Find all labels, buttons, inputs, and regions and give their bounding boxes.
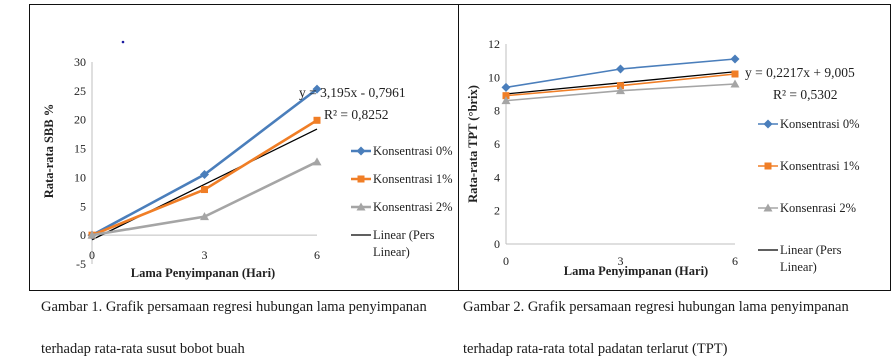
stray-dot xyxy=(121,40,125,44)
legend-marker xyxy=(356,202,366,211)
legend-label-trendline-line1: Linear (Pers xyxy=(373,228,435,242)
legend-label: Konsentrasi 2% xyxy=(373,200,453,214)
y-tick-label: 8 xyxy=(494,104,500,118)
y-tick-label: 15 xyxy=(74,142,86,156)
legend-label-trendline-line2: Linear) xyxy=(373,245,410,259)
legend-label: Konsenrasi 2% xyxy=(780,201,856,215)
legend-marker xyxy=(763,119,773,129)
x-axis-title: Lama Penyimpanan (Hari) xyxy=(131,266,275,280)
chart-2-tpt: 0 2 4 6 8 10 12 0 3 6 Lama Penyimpanan (Hari) Rata-… xyxy=(466,37,860,278)
data-point xyxy=(87,230,97,239)
figure-frame xyxy=(29,4,891,291)
figure-divider xyxy=(458,4,459,291)
regression-equation: y = 0,2217x + 9,005 xyxy=(745,65,855,80)
y-axis-title: Rata-rata TPT (°brix) xyxy=(466,85,480,203)
legend-marker xyxy=(357,175,365,183)
data-point xyxy=(312,84,322,94)
y-tick-label: 30 xyxy=(74,55,86,69)
x-tick-label: 3 xyxy=(618,254,624,268)
x-tick-label: 0 xyxy=(503,254,509,268)
y-tick-label: 2 xyxy=(494,204,500,218)
y-tick-label: 5 xyxy=(80,199,86,213)
legend-label: Konsentrasi 0% xyxy=(780,117,860,131)
data-point xyxy=(731,70,739,78)
data-point xyxy=(313,116,321,124)
y-tick-label: 0 xyxy=(80,228,86,242)
x-tick-label: 6 xyxy=(314,248,320,262)
caption-fig2-line1: Gambar 2. Grafik persamaan regresi hubun… xyxy=(463,299,849,315)
y-tick-label: -5 xyxy=(76,257,86,271)
y-tick-label: 10 xyxy=(488,70,500,84)
y-axis-title: Rata-rata SBB % xyxy=(42,104,56,198)
y-tick-label: 12 xyxy=(488,37,500,51)
legend-label-trendline-line1: Linear (Pers xyxy=(780,243,842,257)
data-point xyxy=(616,64,625,74)
caption-fig2-line2: terhadap rata-rata total padatan terlaru… xyxy=(463,341,728,357)
caption-fig1-line2: terhadap rata-rata susut bobot buah xyxy=(41,341,245,357)
caption-fig1-line1: Gambar 1. Grafik persamaan regresi hubun… xyxy=(41,299,427,315)
data-point xyxy=(200,170,209,180)
trendline-linear xyxy=(91,128,318,241)
data-point xyxy=(616,86,625,95)
regression-equation: y = 3,195x - 0,7961 xyxy=(299,85,406,100)
y-tick-label: 6 xyxy=(494,137,500,151)
data-point xyxy=(201,186,208,194)
legend-label-trendline-line2: Linear) xyxy=(780,260,817,274)
y-tick-label: 25 xyxy=(74,84,86,98)
data-point xyxy=(730,79,740,88)
data-point xyxy=(730,54,740,64)
legend-marker xyxy=(763,203,773,212)
legend-label: Konsentrasi 1% xyxy=(373,172,453,186)
y-tick-label: 4 xyxy=(494,170,500,184)
x-axis-title: Lama Penyimpanan (Hari) xyxy=(564,264,708,278)
x-tick-label: 6 xyxy=(732,254,738,268)
data-point xyxy=(501,82,511,92)
legend-marker xyxy=(356,146,366,156)
legend-label: Konsentrasi 0% xyxy=(373,144,453,158)
y-tick-label: 10 xyxy=(74,170,86,184)
data-point xyxy=(502,92,510,100)
legend-marker xyxy=(764,162,772,170)
r-squared-label: R² = 0,8252 xyxy=(324,107,389,122)
r-squared-label: R² = 0,5302 xyxy=(773,87,838,102)
data-point xyxy=(312,157,322,166)
y-tick-label: 0 xyxy=(494,237,500,251)
y-tick-label: 20 xyxy=(74,113,86,127)
data-point xyxy=(617,82,624,90)
x-tick-label: 3 xyxy=(202,248,208,262)
legend-label: Konsentrasi 1% xyxy=(780,159,860,173)
data-point xyxy=(501,96,511,105)
x-tick-label: 0 xyxy=(89,248,95,262)
data-point xyxy=(200,212,209,221)
